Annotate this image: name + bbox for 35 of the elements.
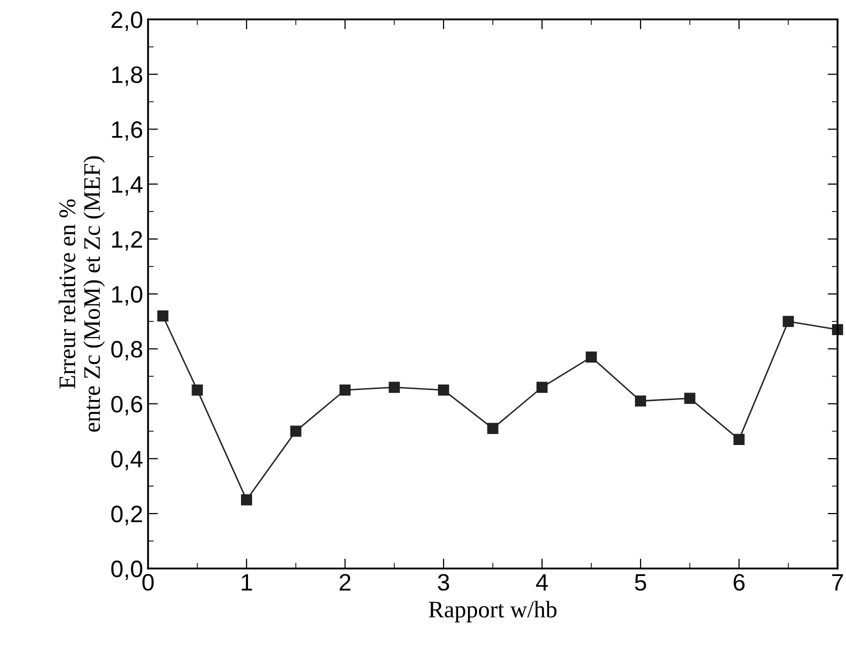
point — [339, 384, 351, 396]
x-tick-label: 4 — [536, 574, 548, 590]
point — [487, 422, 498, 434]
x-tick-label: 5 — [634, 574, 646, 591]
point — [290, 426, 302, 437]
y-tick-label: 1,6 — [112, 121, 142, 141]
point — [438, 384, 450, 396]
y-tick-label: 0,0 — [111, 560, 142, 580]
y-tick-label: 1,0 — [112, 286, 142, 306]
y-axis-title: Erreur relative en % entre Zc (MoM) et Zc (MEF) — [58, 156, 105, 432]
point — [388, 382, 400, 393]
x-tick-label: 6 — [734, 574, 745, 591]
point — [192, 384, 203, 396]
point — [586, 352, 597, 363]
x-tick-label: 0 — [142, 574, 154, 591]
point — [733, 434, 745, 445]
point — [536, 382, 548, 393]
y-tick-label: 1,8 — [112, 66, 142, 86]
y-tick-label: 0,8 — [111, 340, 142, 360]
point — [157, 310, 168, 322]
point — [684, 392, 696, 404]
y-tick-label: 0,4 — [111, 450, 142, 470]
x-axis-title: Rapport w/hb — [428, 600, 556, 622]
x-tick-label: 3 — [438, 574, 450, 591]
y-tick-label: 1,2 — [112, 231, 142, 251]
y-tick-label: 2,0 — [112, 11, 142, 31]
x-tick-label: 1 — [242, 574, 252, 590]
point — [240, 494, 252, 506]
x-tick-label: 7 — [832, 574, 843, 590]
point — [634, 395, 646, 407]
x-tick-label: 2 — [340, 574, 350, 590]
y-tick-label: 1,4 — [112, 176, 142, 196]
y-tick-label: 0,2 — [111, 506, 142, 526]
y-tick-label: 0,6 — [111, 396, 142, 416]
point — [782, 316, 794, 327]
